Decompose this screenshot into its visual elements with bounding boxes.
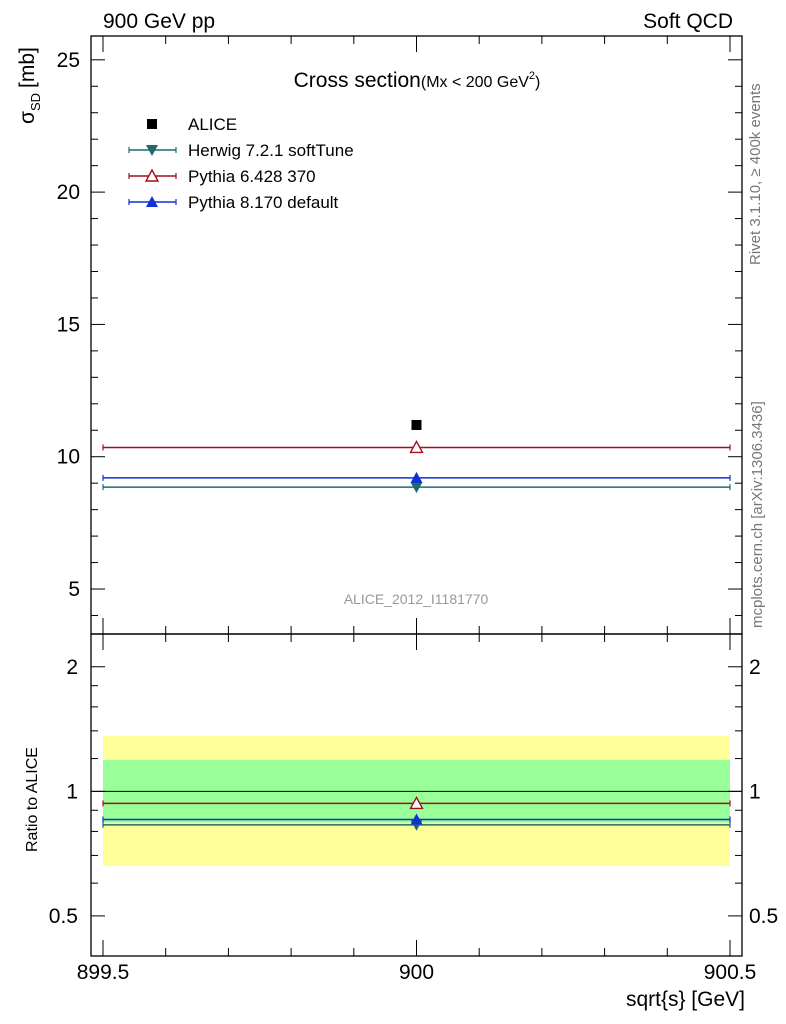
y-axis-label-upper: σSD [mb] (16, 47, 43, 124)
ylabel-unit: [mb] (16, 47, 39, 88)
watermark: ALICE_2012_I1181770 (344, 591, 489, 607)
y-tick-label-lower-right: 1 (749, 780, 761, 803)
x-tick-label: 899.5 (77, 961, 130, 984)
chart-title-note: (Mx < 200 GeV (421, 74, 529, 91)
ratio-panel: 0.5 0.51 12 2 Ratio to ALICE sqrt{s} [GeV] … (24, 633, 778, 1011)
y-axis-label-lower: Ratio to ALICE (24, 747, 41, 852)
series-upper (102, 419, 731, 494)
main-panel: ALICE_2012_I1181770 5 10 15 20 25 Cross sect… (16, 35, 743, 635)
y-tick-label-upper: 20 (57, 181, 80, 204)
mcplots-label: mcplots.cern.ch [arXiv:1306.3436] (749, 401, 766, 628)
data-point-pythia6 (409, 439, 424, 454)
ratio-point-pythia8 (410, 813, 423, 825)
y-tick-label-lower-left: 2 (66, 656, 78, 679)
header-right: Soft QCD (643, 10, 733, 33)
x-axis-label: sqrt{s} [GeV] (626, 988, 745, 1011)
y-tick-label-lower-left: 1 (66, 780, 78, 803)
y-axis-lower: 0.5 0.5 1 1 2 2 (49, 634, 778, 957)
legend-marker-alice (147, 119, 157, 129)
chart-title-sup: 2 (529, 70, 535, 82)
ratio-frame (90, 633, 743, 957)
y-tick-label-upper: 15 (57, 313, 80, 336)
y-axis-upper: 5 10 15 20 25 (57, 36, 742, 634)
chart-title-close: ) (535, 74, 540, 91)
legend-label-herwig: Herwig 7.2.1 softTune (188, 141, 354, 160)
y-tick-label-upper: 25 (57, 49, 80, 72)
y-tick-label-lower-left: 0.5 (49, 905, 78, 928)
legend-marker-pythia8 (146, 196, 158, 207)
y-tick-label-upper: 5 (68, 578, 80, 601)
ratio-point-pythia6 (409, 795, 424, 810)
chart-title: Cross section(Mx < 200 GeV2) (294, 69, 541, 92)
legend-marker-pythia6 (144, 168, 160, 182)
legend-marker-herwig (146, 145, 158, 156)
y-tick-label-upper: 10 (57, 446, 80, 469)
legend: ALICE Herwig 7.2.1 softTune Pythia 6.428 3… (128, 115, 354, 212)
legend-label-alice: ALICE (188, 115, 237, 134)
y-tick-label-lower-right: 2 (749, 656, 761, 679)
y-tick-label-lower-right: 0.5 (749, 905, 778, 928)
data-point-herwig (410, 482, 423, 494)
x-tick-label: 900.5 (704, 961, 757, 984)
ylabel-sub: SD (28, 93, 43, 111)
rivet-label: Rivet 3.1.10, ≥ 400k events (747, 83, 764, 265)
data-point-alice (411, 419, 422, 430)
series-lower (102, 795, 731, 831)
chart-title-main: Cross section (294, 69, 421, 92)
header-left: 900 GeV pp (103, 10, 215, 33)
x-axis: 899.5 900 900.5 (77, 961, 757, 984)
legend-label-pythia8: Pythia 8.170 default (188, 193, 339, 212)
data-point-pythia8 (410, 471, 423, 483)
ylabel-symbol: σ (16, 111, 39, 124)
x-tick-label: 900 (399, 961, 434, 984)
legend-label-pythia6: Pythia 6.428 370 (188, 167, 316, 186)
